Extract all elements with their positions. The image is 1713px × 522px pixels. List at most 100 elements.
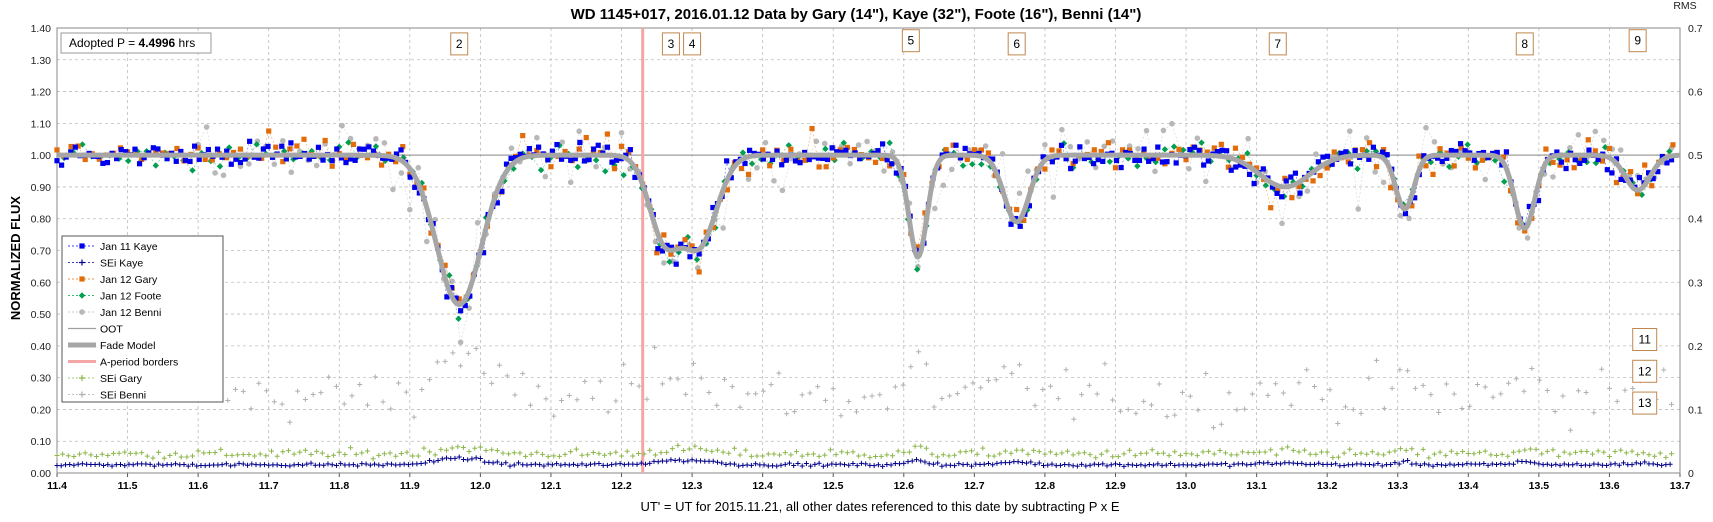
sei-kaye-point xyxy=(1091,461,1097,467)
dip-label-6: 6 xyxy=(1007,32,1026,56)
sei-gary-point xyxy=(438,446,444,452)
sei-kaye-point xyxy=(283,463,289,469)
sei-benni-point xyxy=(1055,396,1061,402)
sei-kaye-point xyxy=(490,460,496,466)
sei-kaye-point xyxy=(1434,461,1440,467)
sei-kaye-point xyxy=(317,462,323,468)
benni-point xyxy=(542,173,549,180)
gary-point xyxy=(1155,155,1161,161)
sei-kaye-point xyxy=(1074,463,1080,469)
sei-kaye-point xyxy=(1337,463,1343,469)
kaye-point xyxy=(558,156,565,162)
sei-gary-point xyxy=(1251,450,1257,456)
sei-gary-point xyxy=(472,445,478,451)
dip-label-2: 2 xyxy=(450,32,469,56)
kaye-point xyxy=(1370,144,1376,150)
gary-point xyxy=(1289,195,1295,201)
sei-benni-point xyxy=(357,382,363,388)
sei-gary-point xyxy=(1234,452,1240,458)
kaye-point xyxy=(196,156,202,162)
dip-label-box xyxy=(661,32,680,56)
kaye-point xyxy=(1352,148,1358,154)
sei-gary-point xyxy=(94,453,100,459)
sei-kaye-point xyxy=(393,462,399,468)
sei-kaye-point xyxy=(1383,462,1389,468)
sei-kaye-point xyxy=(723,461,729,467)
sei-benni-point xyxy=(1544,388,1550,394)
foote-point xyxy=(1170,143,1178,150)
sei-benni-point xyxy=(1024,385,1030,391)
kaye-point xyxy=(499,188,505,194)
sei-kaye-point xyxy=(1121,463,1127,469)
gary-point xyxy=(738,165,745,172)
sei-kaye-point xyxy=(147,461,153,467)
kaye-point xyxy=(398,147,404,153)
gary-point xyxy=(393,159,399,165)
plot-frame xyxy=(56,27,1681,474)
sei-benni-point xyxy=(644,396,650,402)
sei-kaye-point xyxy=(880,463,886,469)
gary-point xyxy=(590,149,596,155)
sei-gary-point xyxy=(952,452,958,458)
sei-kaye-point xyxy=(1278,461,1284,467)
x-tick-label: 13.6 xyxy=(1599,480,1620,492)
legend-item: Jan 12 Gary xyxy=(68,274,158,286)
sei-kaye-point xyxy=(1303,462,1309,468)
sei-kaye-point xyxy=(1578,463,1584,469)
sei-kaye-point xyxy=(1159,463,1165,469)
x-tick-label: 11.9 xyxy=(400,480,420,492)
sei-kaye-point xyxy=(206,462,212,468)
sei-kaye-point xyxy=(647,460,653,466)
sei-benni-point xyxy=(784,411,790,417)
sei-kaye-point xyxy=(918,458,924,464)
sei-gary-point xyxy=(1499,451,1505,457)
sei-gary-point xyxy=(861,452,867,458)
x-tick-label: 13.4 xyxy=(1458,480,1479,492)
sei-benni-point xyxy=(535,383,541,389)
kaye-point xyxy=(613,157,620,163)
sei-kaye-point xyxy=(482,459,488,465)
sei-benni-point xyxy=(1513,376,1519,382)
sei-kaye-point xyxy=(134,461,140,467)
y-tick-label: 0.90 xyxy=(31,182,52,194)
sei-kaye-point xyxy=(719,460,725,466)
sei-gary-point xyxy=(460,444,466,450)
sei-gary-point xyxy=(235,452,241,458)
sei-gary-point xyxy=(607,451,613,457)
legend-marker xyxy=(79,375,85,381)
kaye-point xyxy=(659,248,666,254)
sei-gary-point xyxy=(229,452,235,458)
benni-point xyxy=(847,160,853,167)
kaye-point xyxy=(1664,160,1670,166)
gary-point xyxy=(950,142,956,148)
benni-point xyxy=(1016,190,1023,197)
benni-point xyxy=(1186,165,1192,172)
sei-gary-point xyxy=(477,444,483,450)
kaye-point xyxy=(880,141,886,147)
dip-labels: 2 3 4 5 6 7 8 9 11 12 13 xyxy=(450,29,1658,415)
dip-label-text: 7 xyxy=(1274,37,1281,51)
sei-gary-point xyxy=(1183,450,1189,456)
sei-gary-point xyxy=(184,454,190,460)
sei-kaye-point xyxy=(1400,458,1406,464)
gary-point xyxy=(82,156,88,163)
sei-kaye-point xyxy=(1286,460,1292,466)
sei-kaye-point xyxy=(274,462,280,468)
benni-point xyxy=(1050,194,1057,200)
sei-gary-point xyxy=(918,443,924,449)
foote-point xyxy=(1244,149,1251,157)
benni-point xyxy=(1169,120,1175,127)
sei-kaye-point xyxy=(668,457,674,463)
sei-benni-point xyxy=(442,358,448,364)
kaye-point xyxy=(1233,164,1239,170)
benni-point xyxy=(1313,151,1319,157)
sei-kaye-point xyxy=(744,462,750,468)
sei-gary-point xyxy=(1640,450,1646,456)
benni-point xyxy=(390,186,396,193)
sei-gary-point xyxy=(1211,451,1217,457)
sei-benni-point xyxy=(838,413,844,419)
sei-benni-point xyxy=(450,350,456,356)
kaye-point xyxy=(1008,221,1014,227)
sei-kaye-point xyxy=(1049,461,1055,467)
y2-tick-label: 0 xyxy=(1688,468,1694,480)
